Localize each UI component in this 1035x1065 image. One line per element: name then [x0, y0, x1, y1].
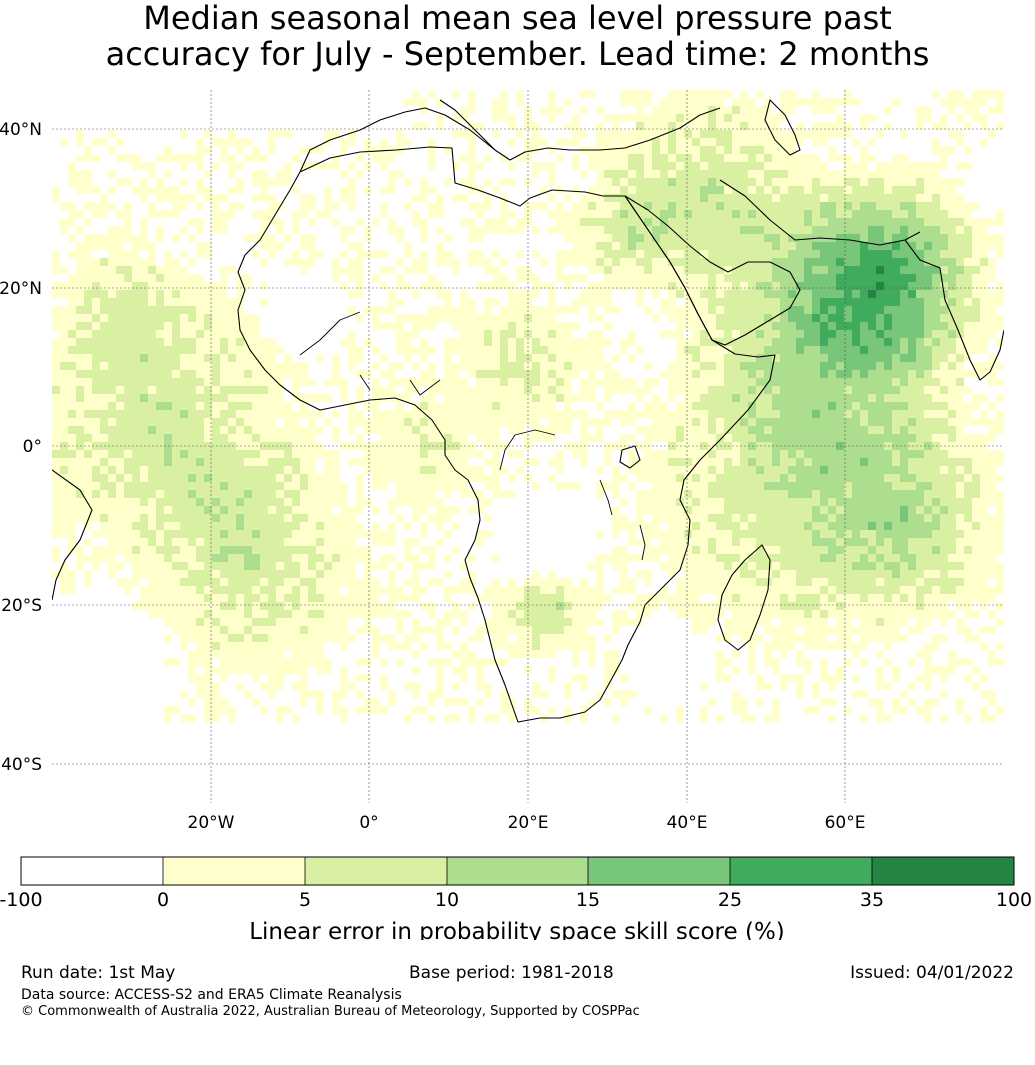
colorbar-tick-6: 35	[860, 889, 884, 911]
colorbar-tick-7: 100	[996, 889, 1032, 911]
india-coastline	[904, 239, 1004, 381]
colorbar-segment-6	[730, 857, 872, 885]
lat-label-40n: 40°N	[0, 120, 42, 140]
lon-label-20w: 20°W	[188, 813, 235, 833]
lat-label-40s: 40°S	[1, 755, 42, 775]
colorbar-tick-4: 15	[576, 889, 600, 911]
colorbar-segment-5	[588, 857, 730, 885]
base-period: Base period: 1981-2018	[409, 963, 614, 983]
caspian-coastline	[764, 99, 801, 156]
lon-label-40e: 40°E	[667, 813, 708, 833]
lat-label-20n: 20°N	[0, 279, 42, 299]
lon-label-60e: 60°E	[825, 813, 866, 833]
colorbar-segment-7	[872, 857, 1014, 885]
graticule	[52, 90, 1004, 803]
italy-coastline	[439, 99, 496, 151]
colorbar-tick-3: 10	[435, 889, 459, 911]
map-title: Median seasonal mean sea level pressure …	[0, 0, 1035, 72]
persian-gulf-coastline	[719, 179, 921, 246]
lat-label-0: 0°	[23, 437, 42, 457]
mediterranean-north-coastline	[299, 107, 721, 173]
colorbar-segment-4	[447, 857, 588, 885]
colorbar-segment-2	[163, 857, 305, 885]
colorbar-tick-1: 0	[157, 889, 169, 911]
arabian-peninsula-coastline	[624, 195, 801, 346]
colorbar-segment-1	[21, 857, 163, 885]
colorbar-segment-3	[305, 857, 447, 885]
data-source: Data source: ACCESS-S2 and ERA5 Climate …	[21, 987, 402, 1003]
colorbar-label: Linear error in probability space skill …	[249, 919, 785, 940]
colorbar-tick-0: -100	[0, 889, 43, 911]
issued-date: Issued: 04/01/2022	[850, 963, 1014, 983]
lon-label-20e: 20°E	[508, 813, 549, 833]
colorbar-tick-5: 25	[718, 889, 742, 911]
west-brazil-coast	[52, 469, 93, 601]
colorbar: -100 0 5 10 15 25 35 100 Linear error in…	[0, 856, 1032, 940]
copyright: © Commonwealth of Australia 2022, Austra…	[21, 1004, 640, 1019]
colorbar-tick-2: 5	[299, 889, 311, 911]
run-date: Run date: 1st May	[21, 963, 176, 983]
lake-victoria	[619, 445, 641, 469]
africa-coastline	[237, 146, 776, 723]
title-line-2: accuracy for July - September. Lead time…	[105, 35, 930, 73]
madagascar-coastline	[717, 544, 771, 651]
title-line-1: Median seasonal mean sea level pressure …	[143, 0, 892, 37]
rivers-west-africa	[299, 311, 441, 396]
congo-river	[499, 429, 556, 471]
lon-label-0: 0°	[359, 813, 378, 833]
great-lakes	[599, 479, 646, 561]
colorbar-frame	[20, 856, 1015, 886]
skill-score-map: 40°N 20°N 0° 20°S 40°S 20°W 0° 20°E 40°E…	[0, 90, 1032, 940]
lat-label-20s: 20°S	[1, 596, 42, 616]
